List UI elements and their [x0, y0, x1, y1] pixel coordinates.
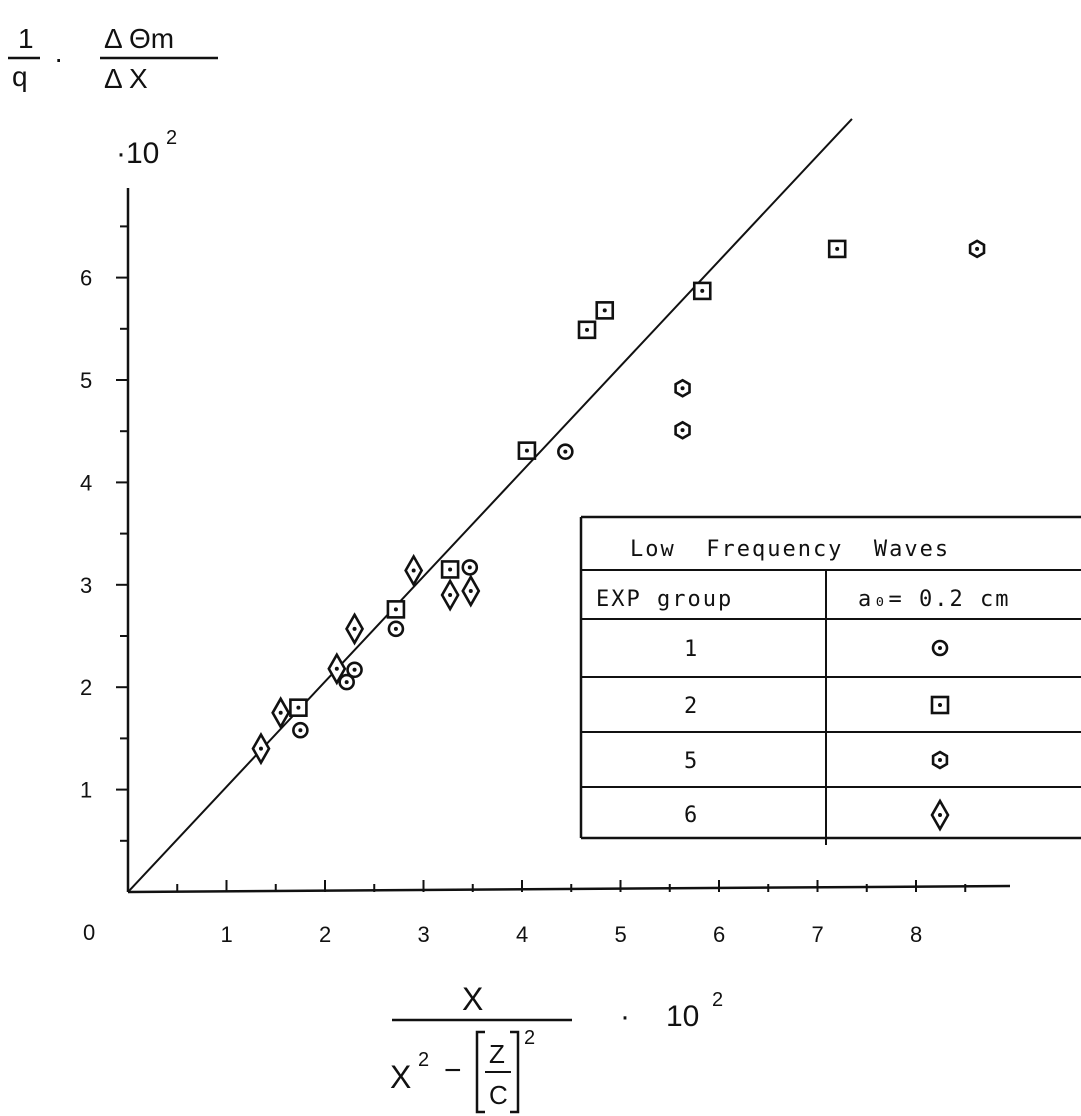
x-label-bracket-right — [510, 1030, 520, 1114]
x-label-operator: · — [620, 1000, 630, 1033]
x-ticks: 1 2 3 4 5 6 7 8 — [176, 880, 967, 947]
y-label-scale: ·10 — [116, 137, 159, 170]
y-label-scale-exp: 2 — [166, 127, 177, 149]
point-group-2 — [692, 281, 712, 301]
point-group-2 — [517, 441, 537, 460]
x-label-bracket-left — [475, 1030, 485, 1114]
y-label-operator: · — [54, 43, 63, 74]
point-group-1 — [387, 620, 405, 638]
y-tick-label: 1 — [80, 778, 92, 803]
legend-marker-circle — [931, 639, 949, 657]
point-group-1 — [346, 661, 363, 679]
x-tick-label: 7 — [812, 922, 824, 947]
point-group-6 — [440, 578, 460, 612]
x-axis — [127, 884, 1011, 894]
point-group-6 — [251, 732, 271, 766]
legend-col2-header: a₀= 0.2 cm — [858, 587, 1010, 612]
x-axis-label: X X 2 − Z C 2 · 10 2 — [390, 981, 723, 1114]
x-tick-label: 2 — [319, 922, 331, 947]
legend-group-1: 1 — [684, 637, 699, 662]
legend-group-5: 5 — [684, 749, 699, 774]
x-label-scale-exp: 2 — [712, 989, 723, 1011]
origin-label: 0 — [83, 920, 95, 945]
legend-marker-diamond — [930, 798, 950, 832]
point-group-6 — [271, 696, 291, 730]
point-group-6 — [345, 612, 365, 646]
y-axis-label: 1 q · Δ Θm Δ X ·10 2 — [8, 23, 218, 170]
point-group-1 — [557, 443, 574, 460]
fit-line — [127, 118, 853, 893]
point-group-6 — [327, 652, 347, 686]
legend-markers — [930, 639, 950, 832]
y-label-frac2-den: Δ X — [104, 63, 148, 94]
point-group-2 — [289, 698, 308, 717]
y-tick-label: 3 — [80, 573, 92, 598]
point-group-6 — [404, 553, 424, 588]
y-tick-label: 6 — [80, 266, 92, 291]
point-group-5 — [674, 420, 691, 440]
y-tick-label: 4 — [80, 470, 92, 495]
point-group-1 — [461, 559, 479, 576]
x-label-bracket-exp: 2 — [524, 1027, 535, 1049]
point-group-2 — [386, 600, 406, 619]
legend-title: Low Frequency Waves — [630, 537, 950, 562]
point-group-1 — [338, 673, 355, 691]
x-tick-label: 8 — [910, 922, 922, 947]
y-label-frac1-den: q — [12, 61, 28, 92]
x-label-scale: 10 — [666, 1000, 699, 1033]
point-group-5 — [674, 378, 691, 398]
x-label-minus: − — [444, 1054, 462, 1087]
point-group-6 — [461, 574, 481, 608]
point-group-2 — [595, 301, 615, 320]
legend-marker-hexagon — [931, 750, 949, 770]
x-tick-label: 1 — [221, 922, 233, 947]
data-points — [251, 239, 986, 766]
point-group-2 — [827, 239, 847, 259]
x-label-den-base: X — [390, 1059, 411, 1095]
y-label-frac2-num: Δ Θm — [104, 23, 174, 54]
point-group-2 — [440, 560, 460, 579]
legend-marker-square — [930, 695, 950, 715]
y-label-frac1-num: 1 — [18, 23, 34, 54]
point-group-5 — [968, 239, 986, 259]
point-group-1 — [292, 721, 309, 739]
x-label-bracket-den: C — [489, 1080, 508, 1110]
x-tick-label: 5 — [615, 922, 627, 947]
y-ticks: 1 2 3 4 5 6 — [80, 225, 128, 842]
x-label-bracket-num: Z — [489, 1039, 505, 1069]
legend-table: Low Frequency Waves EXP group a₀= 0.2 cm… — [579, 515, 1081, 845]
legend-col1-header: EXP group — [596, 587, 733, 612]
x-tick-label: 3 — [418, 922, 430, 947]
legend-group-6: 6 — [684, 803, 699, 828]
x-tick-label: 4 — [516, 922, 528, 947]
y-tick-label: 2 — [80, 675, 92, 700]
x-label-den-exp: 2 — [418, 1049, 429, 1071]
x-tick-label: 6 — [713, 922, 725, 947]
point-group-2 — [577, 320, 597, 340]
x-label-numerator: X — [462, 981, 483, 1017]
legend-group-2: 2 — [684, 694, 699, 719]
y-tick-label: 5 — [80, 368, 92, 393]
